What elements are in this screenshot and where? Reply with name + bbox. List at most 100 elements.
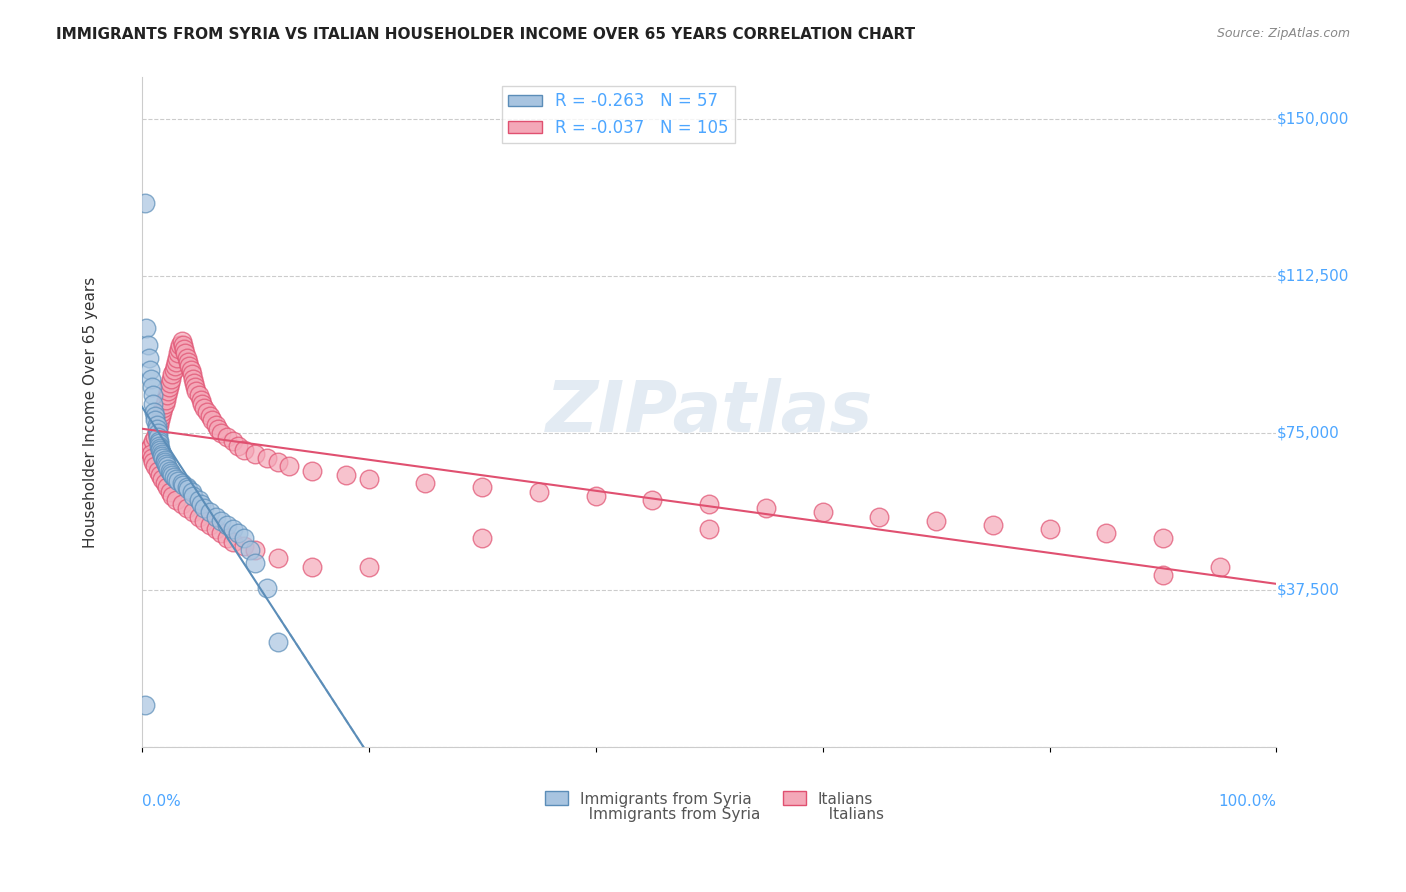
- Point: [152, 401, 174, 415]
- Point: [471, 531, 494, 545]
- Point: [180, 484, 202, 499]
- Point: [221, 434, 243, 449]
- Point: [169, 338, 191, 352]
- Point: [134, 195, 156, 210]
- Point: [156, 384, 179, 398]
- Point: [187, 388, 209, 402]
- Point: [256, 451, 278, 466]
- Point: [148, 438, 170, 452]
- Point: [165, 492, 187, 507]
- Point: [1152, 531, 1174, 545]
- Point: [198, 505, 221, 519]
- Point: [170, 476, 193, 491]
- Point: [176, 480, 198, 494]
- Point: [150, 472, 173, 486]
- Point: [180, 363, 202, 377]
- Point: [142, 397, 165, 411]
- Point: [145, 422, 167, 436]
- Text: Source: ZipAtlas.com: Source: ZipAtlas.com: [1216, 27, 1350, 40]
- Point: [301, 559, 323, 574]
- Point: [204, 417, 226, 432]
- Point: [221, 534, 243, 549]
- Point: [142, 388, 165, 402]
- Point: [181, 505, 204, 519]
- Point: [215, 531, 238, 545]
- Point: [141, 380, 163, 394]
- Point: [187, 509, 209, 524]
- Point: [183, 376, 205, 390]
- Point: [136, 338, 159, 352]
- Point: [160, 466, 183, 480]
- Point: [141, 451, 163, 466]
- Point: [172, 338, 194, 352]
- Text: $37,500: $37,500: [1277, 582, 1340, 598]
- Point: [176, 351, 198, 365]
- Point: [153, 397, 176, 411]
- Point: [162, 467, 184, 482]
- Point: [172, 478, 194, 492]
- Text: 100.0%: 100.0%: [1219, 794, 1277, 808]
- Point: [174, 346, 197, 360]
- Point: [209, 526, 232, 541]
- Point: [142, 434, 165, 449]
- Point: [233, 539, 256, 553]
- Point: [146, 430, 169, 444]
- Point: [156, 480, 179, 494]
- Point: [145, 430, 167, 444]
- Point: [755, 501, 778, 516]
- Point: [145, 417, 167, 432]
- Point: [190, 392, 212, 407]
- Point: [181, 371, 204, 385]
- Point: [135, 321, 157, 335]
- Point: [641, 492, 664, 507]
- Text: Householder Income Over 65 years: Householder Income Over 65 years: [83, 277, 98, 548]
- Point: [150, 447, 173, 461]
- Point: [1095, 526, 1118, 541]
- Point: [163, 359, 186, 373]
- Point: [267, 455, 290, 469]
- Point: [186, 384, 208, 398]
- Point: [226, 438, 249, 452]
- Point: [145, 413, 167, 427]
- Point: [162, 368, 184, 382]
- Point: [925, 514, 948, 528]
- Text: Immigrants from Syria              Italians: Immigrants from Syria Italians: [534, 807, 883, 822]
- Text: $150,000: $150,000: [1277, 112, 1348, 127]
- Point: [301, 464, 323, 478]
- Point: [134, 698, 156, 712]
- Point: [156, 459, 179, 474]
- Point: [697, 497, 720, 511]
- Point: [150, 405, 173, 419]
- Point: [267, 635, 290, 649]
- Point: [209, 425, 232, 440]
- Point: [170, 334, 193, 348]
- Point: [150, 444, 173, 458]
- Point: [471, 480, 494, 494]
- Point: [184, 380, 207, 394]
- Point: [415, 476, 437, 491]
- Point: [153, 476, 176, 491]
- Point: [162, 489, 184, 503]
- Point: [145, 459, 167, 474]
- Point: [153, 455, 176, 469]
- Point: [142, 455, 165, 469]
- Point: [148, 436, 170, 450]
- Point: [149, 441, 172, 455]
- Point: [198, 409, 221, 424]
- Point: [180, 368, 202, 382]
- Text: IMMIGRANTS FROM SYRIA VS ITALIAN HOUSEHOLDER INCOME OVER 65 YEARS CORRELATION CH: IMMIGRANTS FROM SYRIA VS ITALIAN HOUSEHO…: [56, 27, 915, 42]
- Point: [146, 425, 169, 440]
- Point: [868, 509, 890, 524]
- Point: [138, 351, 160, 365]
- Point: [215, 430, 238, 444]
- Point: [156, 388, 179, 402]
- Point: [170, 497, 193, 511]
- Point: [139, 363, 162, 377]
- Point: [169, 343, 191, 357]
- Text: $112,500: $112,500: [1277, 268, 1348, 284]
- Point: [198, 518, 221, 533]
- Point: [697, 522, 720, 536]
- Point: [233, 442, 256, 457]
- Point: [146, 422, 169, 436]
- Point: [148, 434, 170, 449]
